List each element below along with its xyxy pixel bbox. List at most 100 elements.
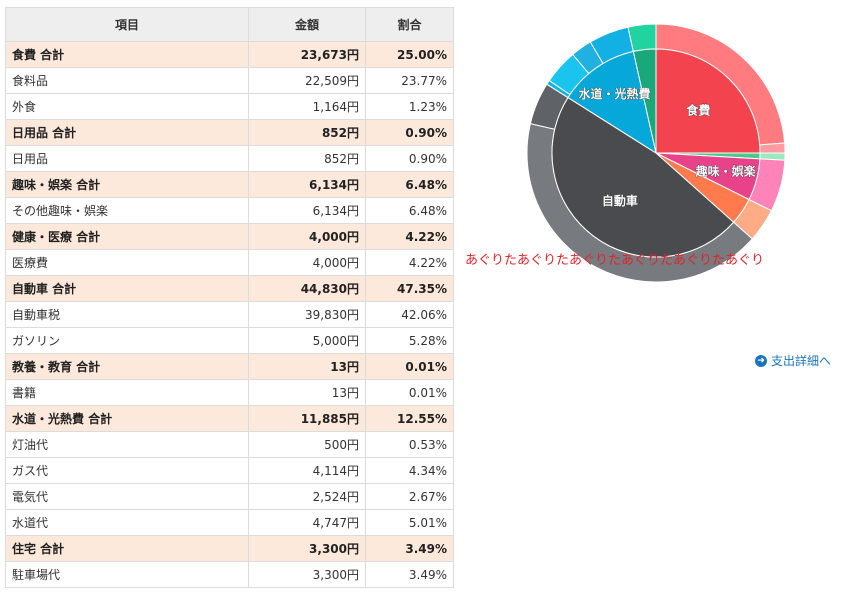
- table-row: 水道代 4,747円 5.01%: [5, 509, 454, 536]
- header-amount: 金額: [248, 7, 366, 42]
- ratio-cell: 5.28%: [365, 327, 454, 354]
- amount-cell: 852円: [248, 119, 366, 146]
- amount-cell: 22,509円: [248, 67, 366, 94]
- table-row: 書籍 13円 0.01%: [5, 379, 454, 406]
- amount-cell: 1,164円: [248, 93, 366, 120]
- item-cell: 日用品 合計: [5, 119, 249, 146]
- item-cell: 水道・光熱費 合計: [5, 405, 249, 432]
- item-cell: 趣味・娯楽 合計: [5, 171, 249, 198]
- ratio-cell: 3.49%: [365, 535, 454, 562]
- header-item: 項目: [5, 7, 249, 42]
- table-row: 自動車税 39,830円 42.06%: [5, 301, 454, 328]
- amount-cell: 3,300円: [248, 535, 366, 562]
- item-cell: 水道代: [5, 509, 249, 536]
- table-row: 食料品 22,509円 23.77%: [5, 67, 454, 94]
- pie-inner-slice[interactable]: [655, 48, 761, 154]
- item-cell: 健康・医療 合計: [5, 223, 249, 250]
- table-header-row: 項目 金額 割合: [5, 7, 454, 42]
- item-cell: ガス代: [5, 457, 249, 484]
- ratio-cell: 2.67%: [365, 483, 454, 510]
- amount-cell: 852円: [248, 145, 366, 172]
- ratio-cell: 1.23%: [365, 93, 454, 120]
- ratio-cell: 12.55%: [365, 405, 454, 432]
- expense-detail-link[interactable]: ➜ 支出詳細へ: [755, 352, 831, 369]
- ratio-cell: 6.48%: [365, 197, 454, 224]
- ratio-cell: 6.48%: [365, 171, 454, 198]
- table-row-total: 趣味・娯楽 合計 6,134円 6.48%: [5, 171, 454, 198]
- item-cell: 食費 合計: [5, 41, 249, 68]
- item-cell: 医療費: [5, 249, 249, 276]
- pie-outer-slice[interactable]: [627, 23, 657, 53]
- ratio-cell: 42.06%: [365, 301, 454, 328]
- table-row-total: 住宅 合計 3,300円 3.49%: [5, 535, 454, 562]
- amount-cell: 500円: [248, 431, 366, 458]
- pie-inner-slice[interactable]: [551, 96, 735, 258]
- table-row: ガソリン 5,000円 5.28%: [5, 327, 454, 354]
- amount-cell: 4,747円: [248, 509, 366, 536]
- item-cell: 外食: [5, 93, 249, 120]
- amount-cell: 4,114円: [248, 457, 366, 484]
- item-cell: ガソリン: [5, 327, 249, 354]
- table-row-total: 食費 合計 23,673円 25.00%: [5, 41, 454, 68]
- overlay-text: あぐりたあぐりたあぐりたあぐりたあぐりたあぐり: [465, 253, 765, 268]
- table-row-total: 教養・教育 合計 13円 0.01%: [5, 353, 454, 380]
- ratio-cell: 0.01%: [365, 353, 454, 380]
- header-ratio: 割合: [365, 7, 454, 42]
- ratio-cell: 0.90%: [365, 145, 454, 172]
- expense-table: 項目 金額 割合 食費 合計 23,673円 25.00% 食料品 22,509円 23.…: [5, 7, 454, 588]
- table-row: 日用品 852円 0.90%: [5, 145, 454, 172]
- pie-inner-slice[interactable]: [567, 50, 657, 155]
- amount-cell: 5,000円: [248, 327, 366, 354]
- item-cell: 自動車税: [5, 301, 249, 328]
- table-row: 灯油代 500円 0.53%: [5, 431, 454, 458]
- table-row: ガス代 4,114円 4.34%: [5, 457, 454, 484]
- item-cell: 灯油代: [5, 431, 249, 458]
- item-cell: 教養・教育 合計: [5, 353, 249, 380]
- expense-detail-link-label: 支出詳細へ: [771, 354, 832, 368]
- item-cell: 食料品: [5, 67, 249, 94]
- table-row: 駐車場代 3,300円 3.49%: [5, 561, 454, 588]
- amount-cell: 13円: [248, 353, 366, 380]
- ratio-cell: 5.01%: [365, 509, 454, 536]
- table-row: 外食 1,164円 1.23%: [5, 93, 454, 120]
- ratio-cell: 4.22%: [365, 249, 454, 276]
- pie-chart-container: 食費趣味・娯楽自動車 水道・光熱費 あぐりたあぐりたあぐりたあぐりたあぐりたあぐり: [460, 20, 790, 300]
- amount-cell: 4,000円: [248, 249, 366, 276]
- pie-slice-label: 水道・光熱費: [579, 86, 651, 101]
- table-body: 食費 合計 23,673円 25.00% 食料品 22,509円 23.77% 外食 1,16…: [5, 41, 454, 588]
- amount-cell: 11,885円: [248, 405, 366, 432]
- amount-cell: 3,300円: [248, 561, 366, 588]
- ratio-cell: 0.01%: [365, 379, 454, 406]
- ratio-cell: 4.34%: [365, 457, 454, 484]
- ratio-cell: 25.00%: [365, 41, 454, 68]
- table-row-total: 日用品 合計 852円 0.90%: [5, 119, 454, 146]
- pie-inner-slice[interactable]: [632, 48, 657, 154]
- amount-cell: 13円: [248, 379, 366, 406]
- pie-slice-label: 趣味・娯楽: [695, 164, 757, 179]
- ratio-cell: 0.90%: [365, 119, 454, 146]
- arrow-circle-right-icon: ➜: [755, 354, 767, 367]
- amount-cell: 23,673円: [248, 41, 366, 68]
- ratio-cell: 0.53%: [365, 431, 454, 458]
- table-row-total: 水道・光熱費 合計 11,885円 12.55%: [5, 405, 454, 432]
- ratio-cell: 47.35%: [365, 275, 454, 302]
- item-cell: その他趣味・娯楽: [5, 197, 249, 224]
- table-row-total: 健康・医療 合計 4,000円 4.22%: [5, 223, 454, 250]
- ratio-cell: 23.77%: [365, 67, 454, 94]
- item-cell: 電気代: [5, 483, 249, 510]
- item-cell: 書籍: [5, 379, 249, 406]
- table-row-total: 自動車 合計 44,830円 47.35%: [5, 275, 454, 302]
- pie-slice-label: 自動車: [602, 193, 638, 208]
- table-row: 医療費 4,000円 4.22%: [5, 249, 454, 276]
- ratio-cell: 3.49%: [365, 561, 454, 588]
- amount-cell: 4,000円: [248, 223, 366, 250]
- pie-slice-label: 食費: [685, 103, 710, 118]
- pie-outer-slice[interactable]: [759, 142, 786, 154]
- table-row: 電気代 2,524円 2.67%: [5, 483, 454, 510]
- item-cell: 日用品: [5, 145, 249, 172]
- amount-cell: 6,134円: [248, 197, 366, 224]
- table-row: その他趣味・娯楽 6,134円 6.48%: [5, 197, 454, 224]
- item-cell: 住宅 合計: [5, 535, 249, 562]
- amount-cell: 2,524円: [248, 483, 366, 510]
